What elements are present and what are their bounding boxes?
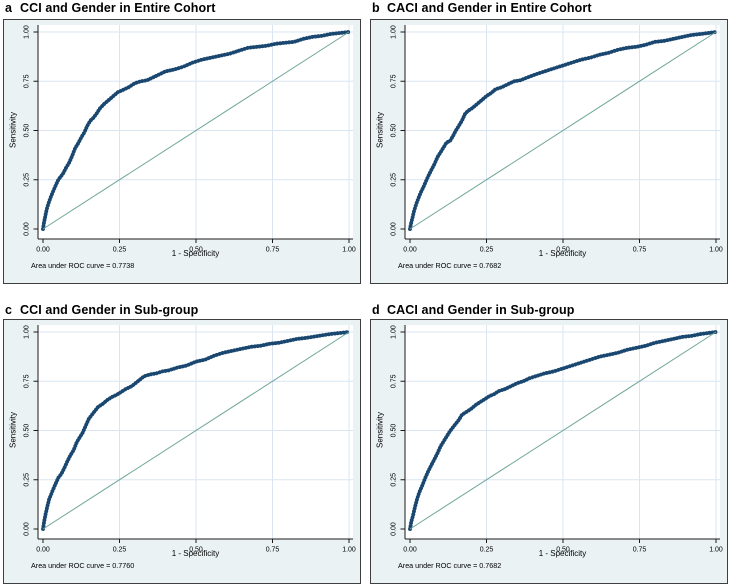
y-tick-label: 1.00 <box>391 25 398 39</box>
roc-graph: 0.00 0.00 0.25 0.25 0.50 0.50 0.75 0.75 1.00 1.00… <box>3 319 361 584</box>
panel-heading: CCI and Gender in Entire Cohort <box>20 1 216 15</box>
x-tick-label: 0.00 <box>403 247 417 254</box>
y-tick-label: 0.75 <box>391 74 398 88</box>
y-tick-label: 0.25 <box>391 173 398 187</box>
panel-b: b CACI and Gender in Entire Cohort 0.00 0.… <box>367 0 734 294</box>
roc-graph: 0.00 0.00 0.25 0.25 0.50 0.50 0.75 0.75 1.00 1.00… <box>370 19 728 284</box>
panel-heading: CCI and Gender in Sub-group <box>20 303 199 317</box>
y-tick-label: 0.00 <box>391 522 398 536</box>
roc-graph: 0.00 0.00 0.25 0.25 0.50 0.50 0.75 0.75 1.00 1.00… <box>3 19 361 284</box>
x-tick-label: 1.00 <box>709 547 723 554</box>
x-axis-title: 1 - Specificity <box>538 549 587 558</box>
reference-line <box>409 31 717 230</box>
x-axis-title: 1 - Specificity <box>171 549 220 558</box>
roc-curve-markers <box>41 330 351 531</box>
x-tick-label: 1.00 <box>342 247 356 254</box>
gridlines <box>405 25 720 239</box>
y-tick-label: 0.25 <box>24 173 31 187</box>
y-tick-label: 0.50 <box>391 424 398 438</box>
y-axis-title: Sensitivity <box>8 411 18 449</box>
reference-line <box>42 31 350 230</box>
roc-graph: 0.00 0.00 0.25 0.25 0.50 0.50 0.75 0.75 1.00 1.00… <box>370 319 728 584</box>
y-tick-label: 1.00 <box>24 325 31 339</box>
tick-marks <box>33 331 350 543</box>
y-tick-label: 0.50 <box>24 424 31 438</box>
panel-heading: CACI and Gender in Entire Cohort <box>387 1 592 15</box>
x-tick-label: 0.75 <box>633 247 647 254</box>
panel-title: b CACI and Gender in Entire Cohort <box>372 1 592 15</box>
panel-a: a CCI and Gender in Entire Cohort 0.00 0.0… <box>0 0 367 294</box>
y-tick-label: 1.00 <box>391 325 398 339</box>
x-tick-label: 0.50 <box>189 547 203 554</box>
auc-note: Area under ROC curve = 0.7682 <box>398 261 502 270</box>
reference-line <box>409 331 717 530</box>
y-tick-label: 1.00 <box>24 25 31 39</box>
x-tick-label: 0.75 <box>266 247 280 254</box>
panel-d: d CACI and Gender in Sub-group 0.00 0.00 0.… <box>367 294 734 588</box>
x-tick-label: 1.00 <box>342 547 356 554</box>
panel-title: a CCI and Gender in Entire Cohort <box>5 1 215 15</box>
x-tick-label: 1.00 <box>709 247 723 254</box>
reference-line <box>42 331 350 530</box>
gridlines <box>38 325 353 539</box>
y-tick-label: 0.25 <box>24 473 31 487</box>
x-tick-label: 0.50 <box>189 247 203 254</box>
roc-curve-markers <box>41 30 351 231</box>
x-tick-label: 0.75 <box>633 547 647 554</box>
gridlines <box>405 325 720 539</box>
panel-c: c CCI and Gender in Sub-group 0.00 0.00 0.2… <box>0 294 367 588</box>
tick-marks <box>400 31 717 243</box>
x-tick-label: 0.50 <box>556 547 570 554</box>
y-axis-title: Sensitivity <box>375 411 385 449</box>
y-axis-title: Sensitivity <box>8 111 18 149</box>
x-tick-label: 0.25 <box>113 247 127 254</box>
tick-marks <box>400 331 717 543</box>
x-tick-label: 0.75 <box>266 547 280 554</box>
x-tick-label: 0.25 <box>480 247 494 254</box>
x-tick-label: 0.00 <box>36 247 50 254</box>
panel-label: c <box>5 303 13 317</box>
roc-curve-markers <box>408 30 718 231</box>
roc-plot: 0.00 0.00 0.25 0.25 0.50 0.50 0.75 0.75 1.00 1.00 <box>24 325 356 554</box>
x-tick-label: 0.25 <box>113 547 127 554</box>
y-tick-label: 0.50 <box>391 124 398 138</box>
panel-heading: CACI and Gender in Sub-group <box>387 303 575 317</box>
y-tick-label: 0.00 <box>24 222 31 236</box>
panel-title: d CACI and Gender in Sub-group <box>372 303 575 317</box>
roc-curve-markers <box>408 330 718 531</box>
auc-note: Area under ROC curve = 0.7760 <box>31 561 135 570</box>
panel-label: d <box>372 303 380 317</box>
tick-marks <box>33 31 350 243</box>
panel-label: a <box>5 1 13 15</box>
panel-label: b <box>372 1 380 15</box>
x-tick-label: 0.00 <box>403 547 417 554</box>
auc-note: Area under ROC curve = 0.7682 <box>398 561 502 570</box>
auc-note: Area under ROC curve = 0.7738 <box>31 261 135 270</box>
y-tick-label: 0.50 <box>24 124 31 138</box>
x-axis-title: 1 - Specificity <box>171 249 220 258</box>
x-axis-title: 1 - Specificity <box>538 249 587 258</box>
y-axis-title: Sensitivity <box>375 111 385 149</box>
x-tick-label: 0.50 <box>556 247 570 254</box>
x-tick-label: 0.25 <box>480 547 494 554</box>
y-tick-label: 0.25 <box>391 473 398 487</box>
panel-title: c CCI and Gender in Sub-group <box>5 303 198 317</box>
y-tick-label: 0.75 <box>391 374 398 388</box>
y-tick-label: 0.75 <box>24 374 31 388</box>
roc-plot: 0.00 0.00 0.25 0.25 0.50 0.50 0.75 0.75 1.00 1.00 <box>391 25 723 254</box>
y-tick-label: 0.00 <box>391 222 398 236</box>
roc-plot: 0.00 0.00 0.25 0.25 0.50 0.50 0.75 0.75 1.00 1.00 <box>24 25 356 254</box>
y-tick-label: 0.75 <box>24 74 31 88</box>
y-tick-label: 0.00 <box>24 522 31 536</box>
roc-plot: 0.00 0.00 0.25 0.25 0.50 0.50 0.75 0.75 1.00 1.00 <box>391 325 723 554</box>
x-tick-label: 0.00 <box>36 547 50 554</box>
